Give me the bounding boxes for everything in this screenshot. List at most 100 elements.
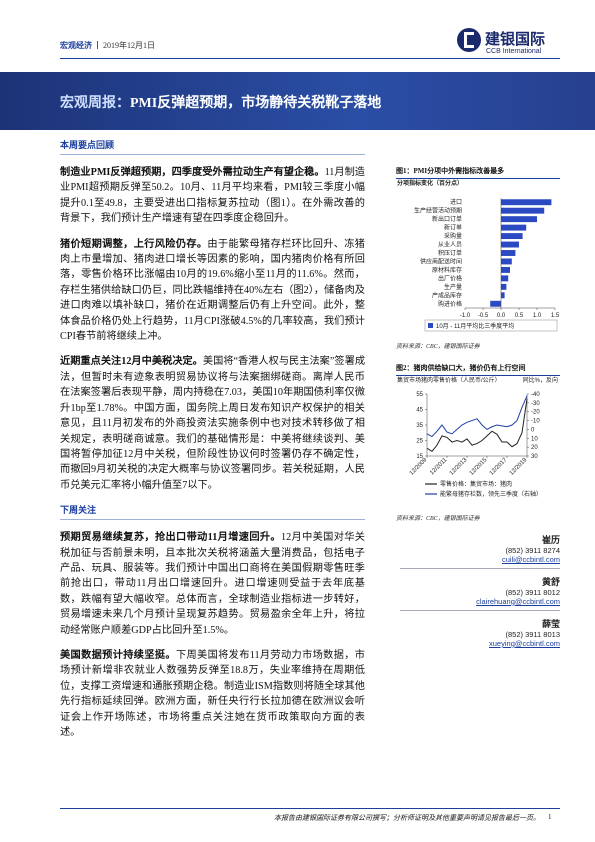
category-label: 购进价格 <box>438 300 462 308</box>
logo-cn: 建银国际 <box>485 30 546 48</box>
legend-label: 能繁母猪存栏数，领先三季度（右轴） <box>440 490 542 498</box>
paragraph-text: 11月制造业PMI超预期反弹至50.2。10月、11月平均来看，PMI较三季度小… <box>60 167 365 225</box>
analyst-phone: (852) 3911 8013 <box>505 630 561 639</box>
paragraph-text: 下周美国将发布11月劳动力市场数据，市场预计新增非农就业人数强势反弹至18.8万… <box>60 649 365 738</box>
category-label: 生产量 <box>444 283 462 291</box>
y2-tick-label: -10 <box>531 419 540 425</box>
analyst-phone: (852) 3911 8274 <box>505 546 561 555</box>
bar <box>501 224 527 231</box>
y2-tick-label: 30 <box>531 454 538 460</box>
legend-box <box>424 319 558 332</box>
y2-tick-label: -40 <box>531 392 540 398</box>
section-heading: 本周要点回顾 <box>60 138 365 155</box>
page-number: 1 <box>548 813 552 821</box>
bar <box>501 283 507 290</box>
paragraph-lead: 制造业PMI反弹超预期，四季度受外需拉动生产有望企稳。 <box>60 167 325 178</box>
y-tick-label: 35 <box>416 423 423 429</box>
x-tick-label: 1.0 <box>533 313 542 319</box>
chart-subtitle: 分项指标变化（百分点） <box>397 179 463 187</box>
y-tick-label: 25 <box>416 439 423 445</box>
x-tick-label: 0.0 <box>497 313 506 319</box>
chart: 分项指标变化（百分点） 进口生产经营活动预期新出口订单新订单采购量从业人员积压订单… <box>397 179 560 332</box>
x-tick-label: 1.5 <box>551 313 560 319</box>
bar <box>501 258 512 265</box>
x-tick-label: 12/2015 <box>469 457 489 477</box>
paragraph: 近期重点关注12月中美税决定。美国将“香港人权与民主法案”签署成法，但暂时未有迹… <box>60 354 365 493</box>
series-line <box>426 398 528 453</box>
figure-title: 图2：猪肉供给缺口大，猪价仍有上行空间 <box>396 363 560 376</box>
x-tick-label: 12/2013 <box>449 457 469 477</box>
footer-disclaimer: 本报告由建银国际证券有限公司撰写；分析师证明及其他重要声明请见报告最后一页。 <box>274 814 540 822</box>
x-tick-label: 12/2011 <box>429 457 449 477</box>
category-label: 出厂价格 <box>438 274 462 282</box>
category-label: 进口 <box>450 198 462 206</box>
section-heading: 下周关注 <box>60 503 365 521</box>
y-tick-label: 15 <box>416 454 423 460</box>
section: 下周关注预期贸易继续复苏，抢出口带动11月增速回升。12月中美国对华关税加征与否… <box>60 503 365 740</box>
x-tick-label: -0.5 <box>478 313 489 319</box>
analyst-email: cuili@ccbintl.com <box>501 555 560 564</box>
analysts: 崔历 (852) 3911 8274 cuili@ccbintl.com 黄舒 (852… <box>400 533 560 648</box>
section-label: 宏观经济 <box>60 41 92 50</box>
title: 宏观周报：PMI反弹超预期，市场静待关税靴子落地 <box>60 92 381 112</box>
paragraph-lead: 美国数据预计持续坚挺。 <box>60 649 176 661</box>
body-column: 本周要点回顾制造业PMI反弹超预期，四季度受外需拉动生产有望企稳。11月制造业P… <box>60 138 365 750</box>
series-line <box>426 395 528 438</box>
category-label: 新订单 <box>444 224 462 232</box>
source: 资料来源：CBC，建银国际证券 <box>396 516 480 522</box>
paragraph-lead: 预期贸易继续复苏，抢出口带动11月增速回升。 <box>60 532 281 544</box>
paragraph: 美国数据预计持续坚挺。下周美国将发布11月劳动力市场数据，市场预计新增非农就业人… <box>60 648 365 740</box>
category-label: 新出口订单 <box>432 215 462 223</box>
y-tick-label: 45 <box>416 408 423 414</box>
analyst-name: 薛莹 <box>541 619 560 629</box>
category-label: 原材料库存 <box>432 266 462 274</box>
bar <box>501 216 537 223</box>
y2-tick-label: 20 <box>531 445 538 451</box>
y2-axis-label: 同比%，反向 <box>523 376 558 384</box>
header-rule <box>60 58 560 59</box>
paragraph-text: 由于能繁母猪存栏环比回升、冻猪肉上市量增加、猪肉进口增长等因素的影响，国内猪肉价… <box>60 238 365 343</box>
paragraph: 制造业PMI反弹超预期，四季度受外需拉动生产有望企稳。11月制造业PMI超预期反… <box>60 165 365 227</box>
x-tick-label: 0.5 <box>515 313 524 319</box>
legend-swatch <box>428 323 433 328</box>
paragraph-text: 美国将“香港人权与民主法案”签署成法，但暂时未有迹象表明贸易协议将与法案捆绑磋商… <box>60 356 366 491</box>
y2-tick-label: 0 <box>531 427 535 433</box>
paragraph-text: 12月中美国对华关税加征与否前景未明，且本批次关税将涵盖大量消费品，包括电子产品… <box>60 532 365 636</box>
legend-label: 10月 - 11月平均比三季度平均 <box>436 322 514 330</box>
bar <box>501 266 510 273</box>
paragraph-lead: 猪价短期调整，上行风险仍存。 <box>60 238 208 250</box>
header: 宏观经济 2019年12月1日 <box>60 40 155 51</box>
bar <box>501 207 545 214</box>
category-label: 积压订单 <box>438 249 462 257</box>
logo-en: CCB International <box>486 48 542 55</box>
date: 2019年12月1日 <box>103 41 155 50</box>
section: 本周要点回顾制造业PMI反弹超预期，四季度受外需拉动生产有望企稳。11月制造业P… <box>60 138 365 493</box>
figure-title: 图1：PMI分项中外需指标改善最多 <box>396 166 560 179</box>
paragraph-lead: 近期重点关注12月中美税决定。 <box>60 356 203 368</box>
legend-label: 零售价格：集贸市场：猪肉 <box>440 480 512 488</box>
bar <box>501 199 552 206</box>
logo: 建银国际 CCB International <box>455 26 565 62</box>
bar <box>501 250 516 256</box>
bar <box>501 241 519 248</box>
y2-tick-label: 10 <box>531 436 538 442</box>
title-text: PMI反弹超预期，市场静待关税靴子落地 <box>130 96 382 111</box>
logo-icon <box>457 28 481 52</box>
analyst-email: clairehuang@ccbintl.com <box>476 597 560 606</box>
bar <box>501 292 505 299</box>
category-label: 生产经营活动预期 <box>414 207 462 215</box>
separator <box>97 41 98 49</box>
x-tick-label: 12/2017 <box>489 457 509 477</box>
category-label: 产成品库存 <box>432 291 462 299</box>
bar <box>490 300 501 307</box>
x-tick-label: 12/2019 <box>509 457 529 477</box>
title-label: 宏观周报： <box>60 96 130 111</box>
chart: 集贸市场猪肉零售价格（人民币/公斤） 同比%，反向 15 25 35 45 55 -40 -30… <box>397 376 558 498</box>
x-tick-label: -1.0 <box>460 313 471 319</box>
paragraph: 猪价短期调整，上行风险仍存。由于能繁母猪存栏环比回升、冻猪肉上市量增加、猪肉进口… <box>60 237 365 345</box>
bar <box>501 233 523 240</box>
analyst-name: 崔历 <box>541 535 560 545</box>
divider <box>400 610 560 611</box>
paragraph: 预期贸易继续复苏，抢出口带动11月增速回升。12月中美国对华关税加征与否前景未明… <box>60 530 365 638</box>
